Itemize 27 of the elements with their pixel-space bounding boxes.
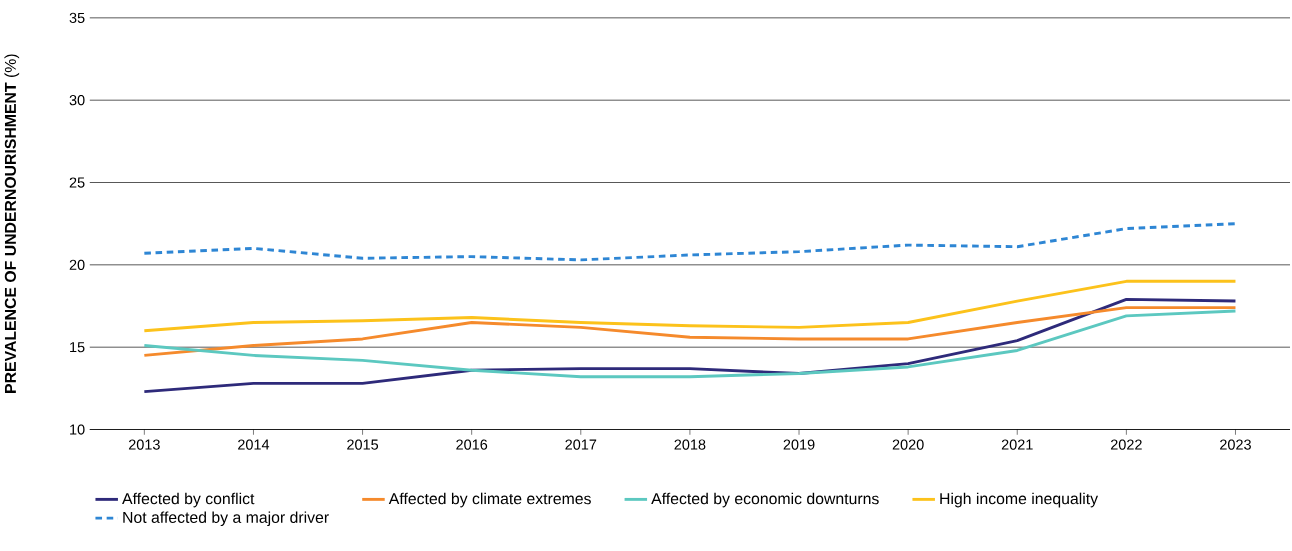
x-tick-label: 2023 bbox=[1220, 439, 1251, 450]
line-series bbox=[142, 280, 1237, 333]
x-tick-label: 2013 bbox=[128, 439, 160, 450]
x-tick-label: 2018 bbox=[674, 439, 706, 450]
x-tick-label: 2014 bbox=[238, 439, 270, 450]
legend-label: Not affected by a major driver bbox=[123, 511, 329, 527]
legend-label: Affected by conflict bbox=[122, 492, 255, 508]
y-tick-label: 10 bbox=[70, 424, 85, 435]
line-series bbox=[142, 309, 1237, 379]
legend-label: High income inequality bbox=[940, 492, 1099, 508]
x-tick-label: 2020 bbox=[892, 439, 924, 450]
y-tick-label: 20 bbox=[69, 259, 85, 271]
y-tick-label: 15 bbox=[70, 342, 85, 353]
legend-label: Affected by economic downturns bbox=[651, 492, 879, 508]
x-tick-label: 2022 bbox=[1110, 439, 1142, 450]
x-tick-label: 2021 bbox=[1001, 439, 1033, 450]
line-series bbox=[142, 306, 1237, 358]
x-tick-label: 2019 bbox=[783, 439, 815, 450]
y-axis-title: PREVALENCE OF UNDERNOURISHMENT (%) bbox=[4, 54, 20, 394]
y-tick-label: 25 bbox=[69, 177, 85, 188]
x-tick-label: 2016 bbox=[456, 439, 488, 450]
x-tick-label: 2017 bbox=[565, 439, 597, 450]
legend-label: Affected by climate extremes bbox=[388, 492, 591, 508]
line-series bbox=[142, 222, 1237, 262]
x-tick-label: 2015 bbox=[347, 439, 379, 450]
y-tick-label: 35 bbox=[69, 12, 85, 24]
y-tick-label: 30 bbox=[69, 95, 85, 106]
